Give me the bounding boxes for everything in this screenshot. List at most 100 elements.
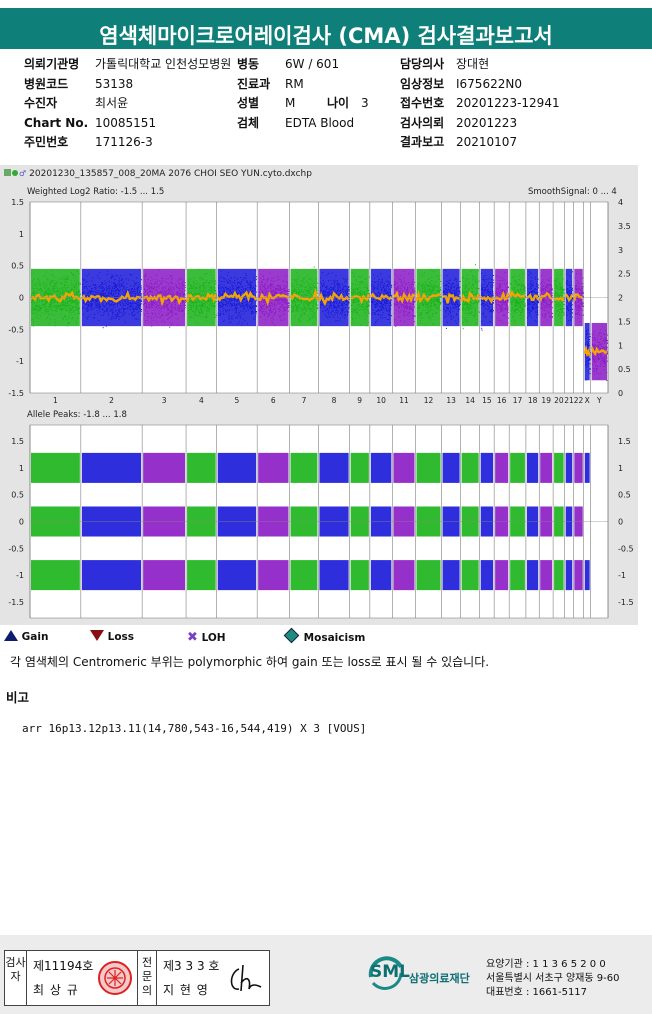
allele-band-chr-3-0 xyxy=(143,452,186,483)
allele-band-chr-1-2 xyxy=(31,560,80,591)
allele-band-chr-5-2 xyxy=(217,560,257,591)
label-doctor: 담당의사 xyxy=(400,57,445,71)
label-resident-no: 주민번호 xyxy=(24,135,69,149)
allele-right-tick: -1.5 xyxy=(618,598,634,607)
label-specimen: 검체 xyxy=(237,116,260,130)
smooth-right-tick: 0 xyxy=(618,389,623,398)
value-doctor: 장대현 xyxy=(456,57,490,71)
allele-left-tick: 1 xyxy=(19,464,24,473)
value-department: RM xyxy=(285,77,304,91)
allele-band-chr-1-0 xyxy=(31,452,80,483)
chromosome-label-19: 19 xyxy=(541,396,551,405)
allele-band-chr-X-1 xyxy=(584,560,590,591)
ratio-left-tick: 0.5 xyxy=(11,262,24,271)
allele-band-chr-14-0 xyxy=(461,452,479,483)
allele-band-chr-11-0 xyxy=(393,452,415,483)
chromosome-label-9: 9 xyxy=(357,396,362,405)
chromosome-label-3: 3 xyxy=(162,396,167,405)
smooth-signal-chr-18 xyxy=(526,293,540,301)
chromosome-label-X: X xyxy=(585,396,590,405)
smooth-signal-chr-21 xyxy=(564,293,574,303)
label-accession: 접수번호 xyxy=(400,96,445,110)
value-accession: 20201223-12941 xyxy=(456,96,560,110)
mosaicism-diamond-icon xyxy=(283,627,300,644)
allele-band-chr-2-0 xyxy=(81,452,142,483)
smooth-signal-label: SmoothSignal: 0 ... 4 xyxy=(528,187,617,197)
allele-band-chr-17-2 xyxy=(510,560,525,591)
role-specialist: 전문의 xyxy=(137,951,157,1005)
smooth-signal-chr-Y xyxy=(590,346,608,357)
smooth-right-tick: 3.5 xyxy=(618,222,631,231)
smooth-signal-chr-7 xyxy=(289,288,319,302)
allele-band-chr-6-0 xyxy=(258,452,289,483)
org-line3: 대표번호 : 1661-5117 xyxy=(486,987,588,998)
value-request-date: 20201223 xyxy=(456,116,518,130)
allele-band-chr-3-2 xyxy=(143,560,186,591)
legend-loh-label: LOH xyxy=(201,632,226,644)
chromosome-label-11: 11 xyxy=(399,396,409,405)
smooth-signal-chr-9 xyxy=(350,293,371,305)
chromosome-label-20: 20 xyxy=(554,396,564,405)
smooth-signal-chr-17 xyxy=(509,289,526,299)
label-chart-no: Chart No. xyxy=(24,116,89,130)
chromosome-label-4: 4 xyxy=(199,396,204,405)
smooth-signal-chr-13 xyxy=(442,292,460,304)
ratio-left-tick: 1 xyxy=(19,230,24,239)
legend-loss-label: Loss xyxy=(107,631,135,643)
gain-triangle-icon xyxy=(4,630,18,641)
chromosome-label-10: 10 xyxy=(376,396,386,405)
allele-left-tick: -0.5 xyxy=(8,544,24,553)
smooth-right-tick: 1 xyxy=(618,341,623,350)
legend-gain-label: Gain xyxy=(21,631,49,643)
chromosome-label-14: 14 xyxy=(465,396,475,405)
chromosome-label-17: 17 xyxy=(513,396,523,405)
smooth-signal-chr-12 xyxy=(415,289,441,304)
label-department: 진료과 xyxy=(237,77,271,91)
sml-logo-icon xyxy=(368,956,403,990)
allele-band-chr-10-2 xyxy=(370,560,392,591)
allele-right-tick: -0.5 xyxy=(618,544,634,553)
allele-band-chr-6-2 xyxy=(258,560,289,591)
allele-band-chr-15-2 xyxy=(480,560,494,591)
allele-band-chr-7-0 xyxy=(290,452,318,483)
allele-band-chr-11-2 xyxy=(393,560,415,591)
loh-x-icon: ✖ xyxy=(187,630,198,645)
label-requesting-org: 의뢰기관명 xyxy=(24,57,80,71)
value-clinical-info: I675622N0 xyxy=(456,77,522,91)
legend-loss: Loss xyxy=(90,630,134,643)
allele-band-chr-7-2 xyxy=(290,560,318,591)
label-ward: 병동 xyxy=(237,57,260,71)
allele-band-chr-9-0 xyxy=(350,452,369,483)
allele-band-chr-16-2 xyxy=(495,560,509,591)
allele-band-chr-10-0 xyxy=(370,452,392,483)
allele-band-chr-X-0 xyxy=(584,452,590,483)
value-age: 3 xyxy=(361,96,369,110)
ratio-left-tick: 0 xyxy=(19,294,24,303)
allele-band-chr-15-0 xyxy=(480,452,494,483)
allele-left-tick: -1.5 xyxy=(8,598,24,607)
allele-right-tick: 0.5 xyxy=(618,491,631,500)
top-plot-label: Weighted Log2 Ratio: -1.5 ... 1.5 xyxy=(27,187,165,197)
allele-band-chr-19-2 xyxy=(540,560,553,591)
smooth-right-tick: 3 xyxy=(618,246,623,255)
allele-band-chr-12-0 xyxy=(416,452,441,483)
allele-band-chr-16-0 xyxy=(495,452,509,483)
centromere-note: 각 염색체의 Centromeric 부위는 polymorphic 하여 ga… xyxy=(10,655,490,669)
cma-plot: 1 2 3 4 5 6 7 8 9 10 11 12 13 14 15 16 17 18 19 20 21 22 X Y1.5… xyxy=(8,198,634,619)
chromosome-label-1: 1 xyxy=(53,396,58,405)
sml-logo-text: SML xyxy=(370,962,410,982)
smooth-right-tick: 4 xyxy=(618,198,623,207)
report-title: 염색체마이크로어레이검사 (CMA) 검사결과보고서 xyxy=(0,0,652,48)
allele-band-chr-13-0 xyxy=(442,452,460,483)
label-age: 나이 xyxy=(327,96,350,110)
allele-band-chr-13-2 xyxy=(442,560,460,591)
allele-right-tick: 0 xyxy=(618,518,623,527)
smooth-signal-chr-8 xyxy=(318,291,350,307)
allele-band-chr-17-0 xyxy=(510,452,525,483)
allele-band-chr-12-2 xyxy=(416,560,441,591)
ratio-left-tick: -1 xyxy=(16,357,24,366)
allele-left-tick: 0 xyxy=(19,518,24,527)
chromosome-label-5: 5 xyxy=(235,396,240,405)
smooth-signal-chr-14 xyxy=(460,290,480,304)
allele-band-chr-22-0 xyxy=(574,452,583,483)
